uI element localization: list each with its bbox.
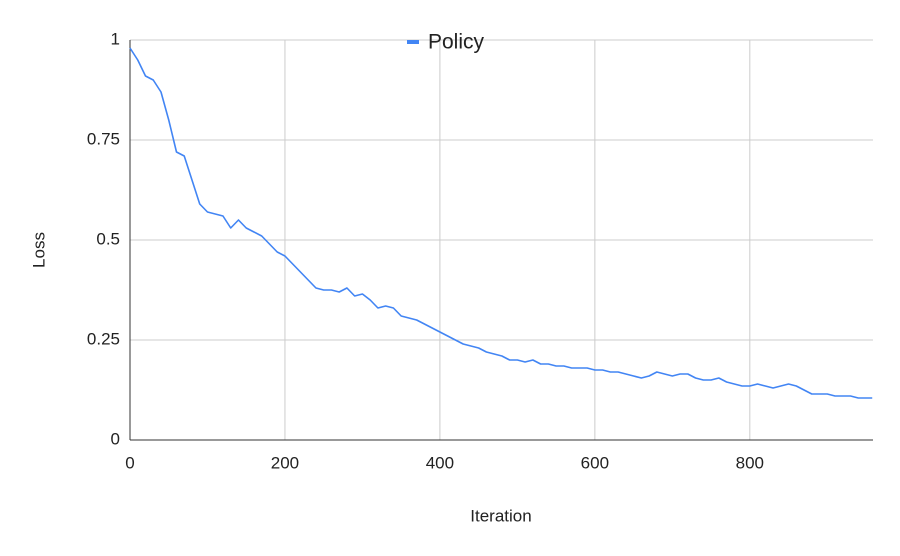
- x-tick-label: 400: [426, 453, 454, 472]
- y-axis-label: Loss: [29, 232, 48, 268]
- y-tick-label: 0.75: [87, 129, 120, 148]
- x-tick-label: 0: [125, 453, 134, 472]
- legend-label: Policy: [428, 31, 485, 54]
- x-tick-label: 600: [581, 453, 609, 472]
- y-tick-label: 0: [111, 429, 120, 448]
- x-tick-label: 200: [271, 453, 299, 472]
- y-tick-label: 1: [111, 29, 120, 48]
- y-tick-label: 0.25: [87, 329, 120, 348]
- y-tick-label: 0.5: [96, 229, 120, 248]
- x-tick-label: 800: [736, 453, 764, 472]
- series-line: [129, 47, 873, 399]
- x-axis-label: Iteration: [470, 506, 531, 525]
